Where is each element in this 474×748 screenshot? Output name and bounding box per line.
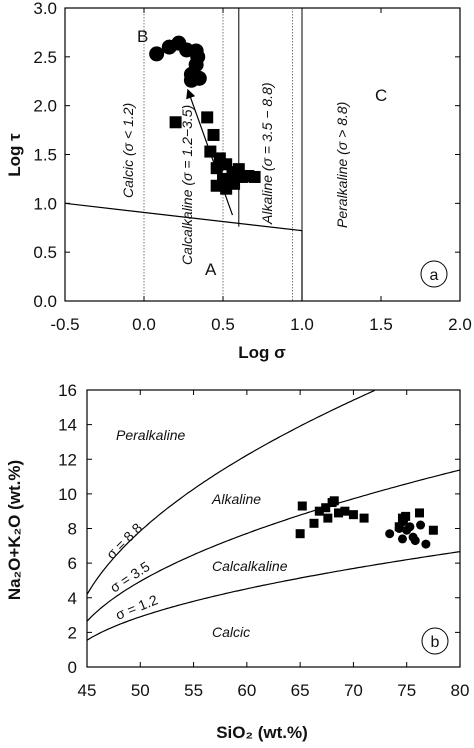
- data-point-b-circle: [397, 534, 407, 544]
- x-tick-label-b: 70: [344, 681, 363, 700]
- data-point-b-square: [314, 506, 324, 516]
- data-point-b-square: [297, 501, 307, 511]
- data-point-a-square: [248, 170, 261, 183]
- data-point-a-square: [169, 116, 182, 129]
- x-axis-title-b: SiO₂ (wt.%): [216, 723, 308, 742]
- x-tick-label-b: 55: [184, 681, 203, 700]
- region-label-a: A: [205, 260, 217, 279]
- y-tick-label-a: 3.0: [33, 0, 57, 18]
- data-point-a-square: [207, 128, 220, 141]
- y-tick-label-a: 2.0: [33, 97, 57, 116]
- panel-badge-b-label: b: [431, 634, 440, 651]
- ticks-b: 45 50 55 60 65 70 75 80 0 2 4 6 8 10 12 14 16: [58, 381, 469, 700]
- x-tick-label-a: 0.5: [211, 315, 235, 334]
- data-point-b-square: [321, 503, 331, 513]
- data-point-b-circle: [421, 539, 431, 549]
- data-points-b: [295, 496, 438, 549]
- panel-badge-b: [421, 627, 449, 655]
- panel-a: -0.5 0.0 0.5 1.0 1.5 2.0 0.0 0.5 1.0 1.5 2.0 2.5 3.0…: [5, 0, 472, 362]
- x-axis-title-a: Log σ: [238, 343, 286, 362]
- data-point-b-square: [359, 513, 369, 523]
- field-label-alkaline-b: Alkaline: [211, 491, 261, 507]
- data-point-b-square: [348, 510, 358, 520]
- data-point-b-square: [295, 529, 305, 539]
- data-point-b-square: [415, 508, 425, 518]
- y-tick-label-b: 8: [68, 520, 77, 539]
- region-label-b: B: [137, 27, 148, 46]
- curve-label-3-5: σ = 3.5: [107, 558, 153, 596]
- x-tick-label-b: 50: [131, 681, 150, 700]
- x-tick-label-b: 65: [291, 681, 310, 700]
- data-point-b-circle: [394, 524, 404, 533]
- y-tick-label-a: 0.5: [33, 243, 57, 262]
- field-label-peralkaline-b: Peralkaline: [116, 427, 185, 443]
- y-tick-label-b: 0: [68, 658, 77, 677]
- y-tick-label-b: 12: [58, 450, 77, 469]
- data-point-b-circle: [410, 536, 420, 546]
- panel-badge-a: [420, 260, 448, 288]
- data-point-b-square: [329, 496, 339, 506]
- y-tick-label-a: 2.5: [33, 48, 57, 67]
- sigma-curve-8-8: [86, 389, 375, 595]
- y-axis-title-b: Na₂O+K₂O (wt.%): [5, 460, 24, 600]
- y-tick-label-a: 0.0: [33, 292, 57, 311]
- data-points-a: [149, 35, 261, 195]
- data-point-b-square: [340, 506, 350, 516]
- data-point-b-square: [309, 518, 319, 528]
- sigma-curve-1-2: [86, 551, 461, 641]
- y-tick-label-b: 16: [58, 381, 77, 400]
- x-tick-label-b: 60: [237, 681, 256, 700]
- region-a-boundary: [64, 202, 303, 301]
- y-tick-label-b: 10: [58, 485, 77, 504]
- field-label-calcalkaline: Calcalkaline (σ = 1.2−3.5): [179, 105, 195, 265]
- data-point-b-square: [428, 525, 438, 535]
- data-point-a-square: [210, 162, 223, 175]
- x-tick-label-a: -0.5: [50, 315, 79, 334]
- data-point-b-circle: [416, 520, 426, 530]
- y-tick-label-b: 2: [68, 623, 77, 642]
- data-point-a-square: [210, 179, 223, 192]
- data-point-a-square: [228, 177, 241, 190]
- field-label-calcic: Calcic (σ < 1.2): [120, 103, 136, 198]
- data-point-a-square: [204, 145, 217, 158]
- field-label-alkaline: Alkaline (σ = 3.5 − 8.8): [259, 82, 275, 225]
- y-tick-label-a: 1.5: [33, 146, 57, 165]
- y-tick-label-b: 4: [68, 589, 77, 608]
- data-point-b-square: [323, 513, 333, 523]
- field-label-peralkaline: Peralkaline (σ > 8.8): [334, 102, 350, 228]
- x-tick-label-b: 80: [451, 681, 470, 700]
- x-tick-label-a: 1.0: [290, 315, 314, 334]
- x-tick-label-b: 75: [397, 681, 416, 700]
- data-point-b-circle: [405, 522, 415, 532]
- panel-b: 45 50 55 60 65 70 75 80 0 2 4 6 8 10 12 14 16 Peralkalin…: [5, 381, 469, 742]
- data-point-a-square: [201, 111, 214, 124]
- x-tick-label-a: 2.0: [448, 315, 472, 334]
- x-tick-label-a: 1.5: [369, 315, 393, 334]
- field-label-calcalkaline-b: Calcalkaline: [212, 558, 288, 574]
- y-tick-label-b: 6: [68, 554, 77, 573]
- data-point-b-square: [401, 511, 411, 521]
- y-axis-title-a: Log τ: [5, 133, 24, 177]
- ticks-a: -0.5 0.0 0.5 1.0 1.5 2.0 0.0 0.5 1.0 1.5 2.0 2.5 3.0: [33, 0, 471, 334]
- data-point-b-square: [334, 508, 344, 518]
- data-point-a-circle: [183, 72, 199, 88]
- data-point-a-circle: [149, 46, 165, 62]
- y-tick-label-a: 1.0: [33, 194, 57, 213]
- sigma-curve-3-5: [86, 469, 461, 622]
- curve-label-8-8: σ = 8.8: [103, 520, 146, 563]
- data-point-b-circle: [399, 517, 409, 527]
- y-tick-label-b: 14: [58, 416, 77, 435]
- x-tick-label-b: 45: [78, 681, 97, 700]
- region-label-c: C: [375, 86, 387, 105]
- field-label-calcic-b: Calcic: [212, 624, 250, 640]
- x-tick-label-a: 0.0: [132, 315, 156, 334]
- data-point-b-circle: [385, 529, 395, 539]
- panel-badge-a-label: a: [430, 267, 439, 284]
